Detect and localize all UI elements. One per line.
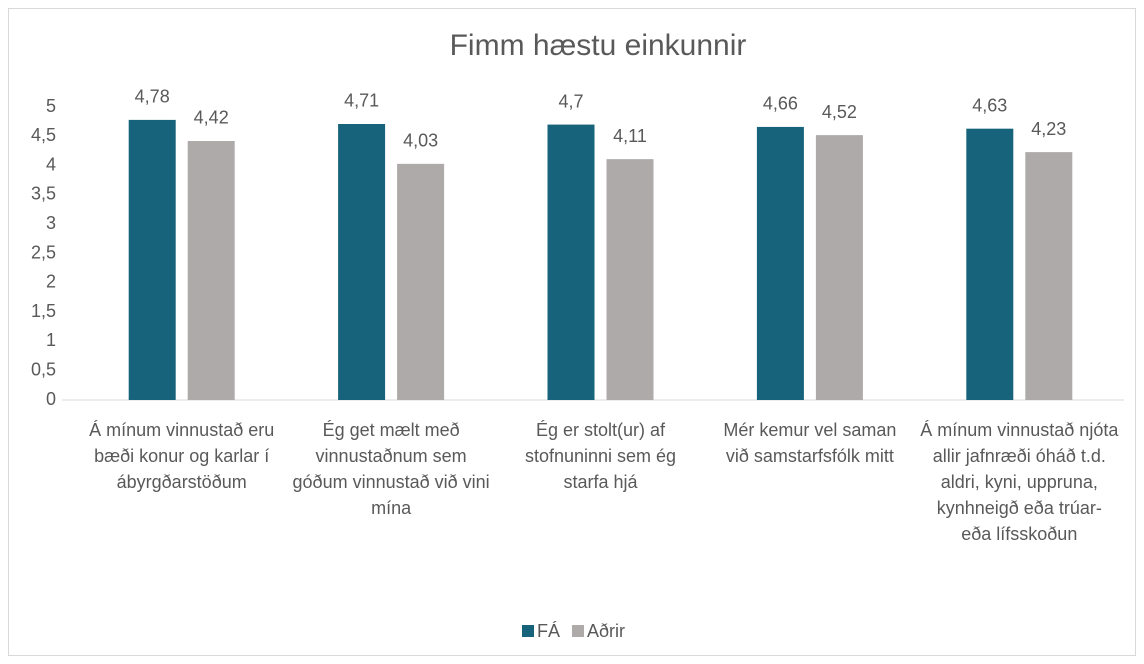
data-label: 4,11 xyxy=(613,126,647,146)
data-label: 4,52 xyxy=(822,102,857,122)
data-label: 4,42 xyxy=(194,108,229,128)
x-tick-label: Ég er stolt(ur) af stofnuninni sem ég st… xyxy=(524,420,677,492)
x-tick-label: Ég get mælt með vinnustaðnum sem góðum v… xyxy=(292,420,490,518)
y-tick-label: 1 xyxy=(46,330,56,350)
bar xyxy=(338,123,386,400)
x-tick-label: Á mínum vinnustað njóta allir jafnræði ó… xyxy=(920,420,1119,544)
chart-title: Fimm hæstu einkunnir xyxy=(450,29,747,62)
y-tick-label: 3 xyxy=(46,213,56,233)
bar xyxy=(187,140,235,400)
y-tick-label: 0 xyxy=(46,389,56,409)
y-tick-label: 5 xyxy=(46,96,56,116)
data-label: 4,78 xyxy=(135,87,170,107)
y-tick-label: 4 xyxy=(46,154,56,174)
bar xyxy=(128,119,176,400)
x-tick-label: Mér kemur vel saman við samstarfsfólk mi… xyxy=(723,420,897,466)
data-label: 4,7 xyxy=(558,91,583,111)
y-tick-label: 1,5 xyxy=(31,301,56,321)
bar xyxy=(1025,152,1073,400)
legend-label: FÁ xyxy=(537,621,560,641)
y-tick-label: 2 xyxy=(46,272,56,292)
bar xyxy=(606,159,654,400)
data-label: 4,66 xyxy=(763,94,798,114)
bar xyxy=(397,163,445,400)
bar xyxy=(547,124,595,400)
y-tick-label: 4,5 xyxy=(31,125,56,145)
y-tick-label: 3,5 xyxy=(31,184,56,204)
data-label: 4,23 xyxy=(1031,119,1066,139)
legend-swatch xyxy=(522,625,534,637)
y-tick-label: 0,5 xyxy=(31,359,56,379)
data-label: 4,63 xyxy=(972,95,1007,115)
x-tick-label: Á mínum vinnustað eru bæði konur og karl… xyxy=(89,420,275,492)
data-label: 4,03 xyxy=(403,131,438,151)
legend-label: Aðrir xyxy=(587,621,625,641)
bar xyxy=(756,126,804,400)
bar xyxy=(815,135,863,401)
data-label: 4,71 xyxy=(344,91,379,111)
bar xyxy=(966,128,1014,400)
y-tick-label: 2,5 xyxy=(31,242,56,262)
legend-swatch xyxy=(572,625,585,637)
